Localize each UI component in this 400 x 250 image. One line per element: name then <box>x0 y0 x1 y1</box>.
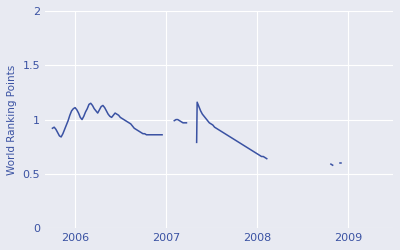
Y-axis label: World Ranking Points: World Ranking Points <box>7 64 17 175</box>
